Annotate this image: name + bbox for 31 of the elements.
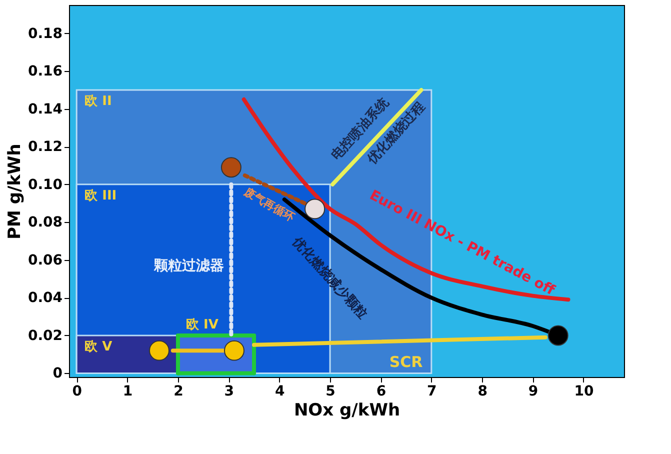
x-tick-label: 0 xyxy=(72,384,82,400)
y-axis-title: PM g/kWh xyxy=(4,144,25,240)
series-label: 欧 III xyxy=(84,188,117,204)
y-tick-label: 0.02 xyxy=(28,328,62,344)
annotation: 废气再循环 xyxy=(241,184,296,224)
y-tick-label: 0.08 xyxy=(28,214,62,231)
series-label: 欧 II xyxy=(84,94,112,109)
x-tick-label: 9 xyxy=(528,384,538,400)
annotation: 颗粒过滤器 xyxy=(153,258,224,274)
x-tick-label: 5 xyxy=(326,384,336,400)
y-tick-label: 0.04 xyxy=(28,290,63,306)
x-tick-label: 10 xyxy=(574,384,594,400)
y-tick-label: 0.18 xyxy=(28,26,62,42)
x-tick-label: 2 xyxy=(174,384,184,400)
y-tick-label: 0.16 xyxy=(28,64,62,80)
annotation: 优化燃烧减少颗粒 xyxy=(288,234,370,322)
series-label: 欧 V xyxy=(84,339,112,354)
x-tick-label: 6 xyxy=(376,384,386,400)
x-tick-label: 3 xyxy=(224,384,234,400)
x-tick-label: 8 xyxy=(478,384,488,400)
x-tick-label: 7 xyxy=(427,384,437,400)
y-tick-label: 0.14 xyxy=(28,101,63,118)
series-label: 欧 IV xyxy=(186,317,218,332)
x-tick-label: 4 xyxy=(274,384,285,400)
x-axis-title: NOx g/kWh xyxy=(294,400,400,420)
x-tick-label: 1 xyxy=(122,384,133,400)
y-tick-label: 0 xyxy=(52,366,63,382)
y-tick-label: 0.06 xyxy=(28,252,62,268)
y-tick-label: 0.12 xyxy=(28,139,62,156)
annotation: SCR xyxy=(389,353,424,371)
y-tick-label: 0.10 xyxy=(28,176,63,193)
